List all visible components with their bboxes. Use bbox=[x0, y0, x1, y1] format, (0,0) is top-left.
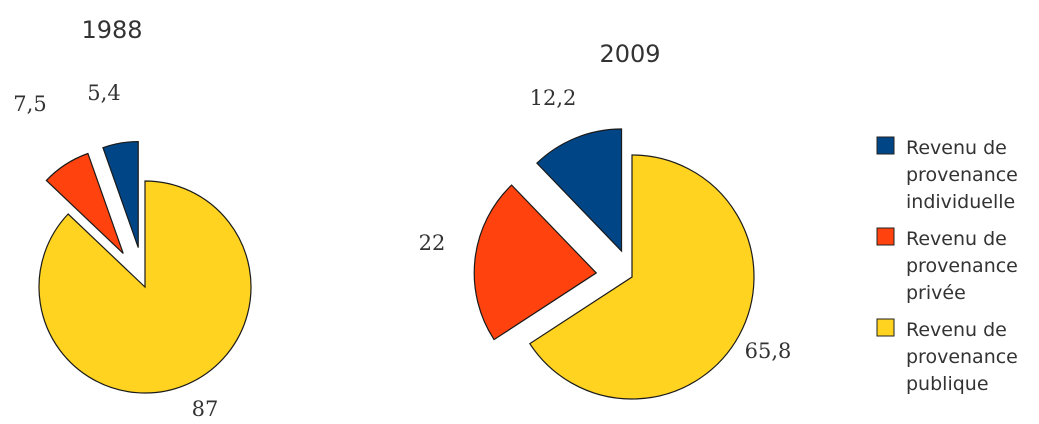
pie-1988-slice-privee bbox=[45, 152, 124, 254]
legend-label-privee-line2: provenance bbox=[906, 255, 1018, 277]
legend-label-privee-line1: Revenu de bbox=[906, 228, 1007, 250]
legend-label-individuelle-line1: Revenu de bbox=[906, 137, 1007, 159]
legend-label-publique-line1: Revenu de bbox=[906, 319, 1007, 341]
legend-label-individuelle-line3: individuelle bbox=[906, 191, 1015, 213]
pie-1988-label-publique: 87 bbox=[192, 397, 219, 421]
pie-1988-title: 1988 bbox=[81, 16, 142, 44]
pie-1988-slice-publique bbox=[38, 180, 252, 394]
pie-2009-slice-privee bbox=[473, 184, 598, 341]
pie-2009 bbox=[473, 128, 755, 400]
pie-2009-title: 2009 bbox=[599, 40, 660, 68]
pie-2009-label-privee: 22 bbox=[419, 231, 446, 255]
pie-1988-slice-individuelle bbox=[102, 140, 139, 248]
legend: Revenu de provenance individuelle Revenu… bbox=[876, 136, 1018, 395]
legend-label-publique-line3: publique bbox=[906, 373, 989, 395]
pie-2009-label-individuelle: 12,2 bbox=[530, 86, 577, 110]
legend-label-privee-line3: privée bbox=[906, 282, 966, 304]
legend-swatch-publique bbox=[876, 318, 895, 337]
pie-2009-slice-individuelle bbox=[536, 128, 623, 253]
legend-label-publique-line2: provenance bbox=[906, 346, 1018, 368]
legend-swatch-privee bbox=[876, 227, 895, 246]
legend-swatch-individuelle bbox=[876, 136, 895, 155]
pie-2009-label-publique: 65,8 bbox=[745, 339, 792, 363]
pie-1988-label-individuelle: 5,4 bbox=[87, 81, 120, 105]
pie-2009-slice-publique bbox=[528, 154, 755, 400]
legend-label-individuelle-line2: provenance bbox=[906, 164, 1018, 186]
pie-1988-label-privee: 7,5 bbox=[13, 92, 46, 116]
pie-1988 bbox=[38, 140, 252, 394]
